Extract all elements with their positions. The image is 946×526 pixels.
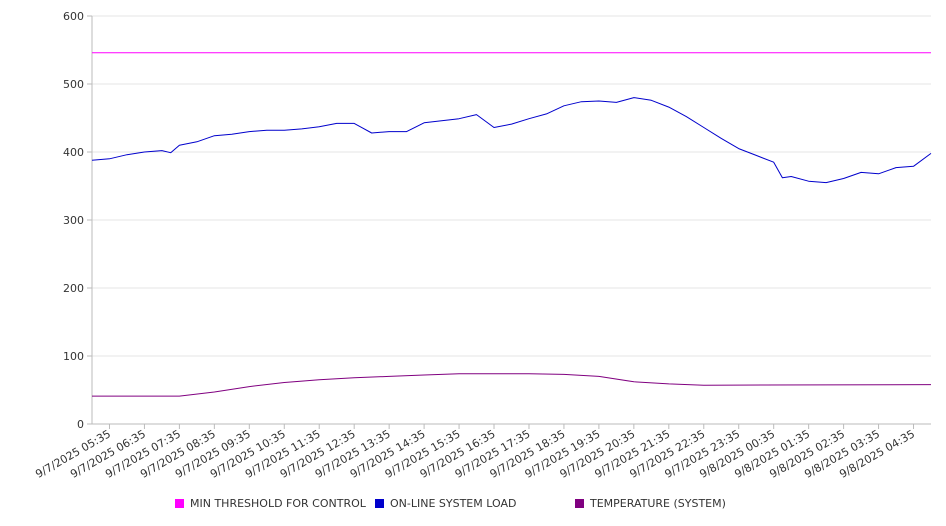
y-tick-label: 400 (63, 146, 84, 159)
legend-item-temperature[interactable]: TEMPERATURE (SYSTEM) (575, 497, 726, 510)
y-tick-label: 300 (63, 214, 84, 227)
legend: MIN THRESHOLD FOR CONTROL ON-LINE SYSTEM… (0, 497, 946, 515)
y-tick-label: 500 (63, 78, 84, 91)
line-chart: 0 100 200 300 400 500 600 9/7/2025 05:359/7/20… (33, 10, 932, 481)
y-tick-label: 200 (63, 282, 84, 295)
series-line-system-load (91, 97, 932, 184)
legend-item-system-load[interactable]: ON-LINE SYSTEM LOAD (375, 497, 516, 510)
grid (92, 15, 931, 357)
legend-item-min-threshold[interactable]: MIN THRESHOLD FOR CONTROL (175, 497, 366, 510)
legend-swatch-min-threshold (175, 499, 184, 508)
legend-swatch-temperature (575, 499, 584, 508)
legend-label-min-threshold: MIN THRESHOLD FOR CONTROL (190, 497, 366, 510)
series-line-temperature (92, 373, 932, 397)
legend-swatch-system-load (375, 499, 384, 508)
y-tick-label: 600 (63, 10, 84, 23)
series-lines (91, 52, 932, 397)
y-tick-label: 0 (77, 418, 84, 431)
y-tick-label: 100 (63, 350, 84, 363)
y-tick-labels: 0 100 200 300 400 500 600 (63, 10, 92, 431)
legend-label-system-load: ON-LINE SYSTEM LOAD (390, 497, 517, 510)
x-tick-labels: 9/7/2025 05:359/7/2025 06:359/7/2025 07:… (33, 424, 917, 481)
legend-label-temperature: TEMPERATURE (SYSTEM) (590, 497, 726, 510)
